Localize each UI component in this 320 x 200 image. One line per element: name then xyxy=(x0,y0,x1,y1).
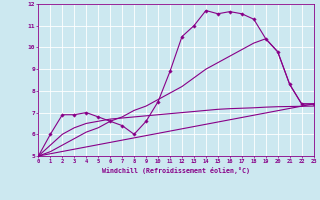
X-axis label: Windchill (Refroidissement éolien,°C): Windchill (Refroidissement éolien,°C) xyxy=(102,167,250,174)
